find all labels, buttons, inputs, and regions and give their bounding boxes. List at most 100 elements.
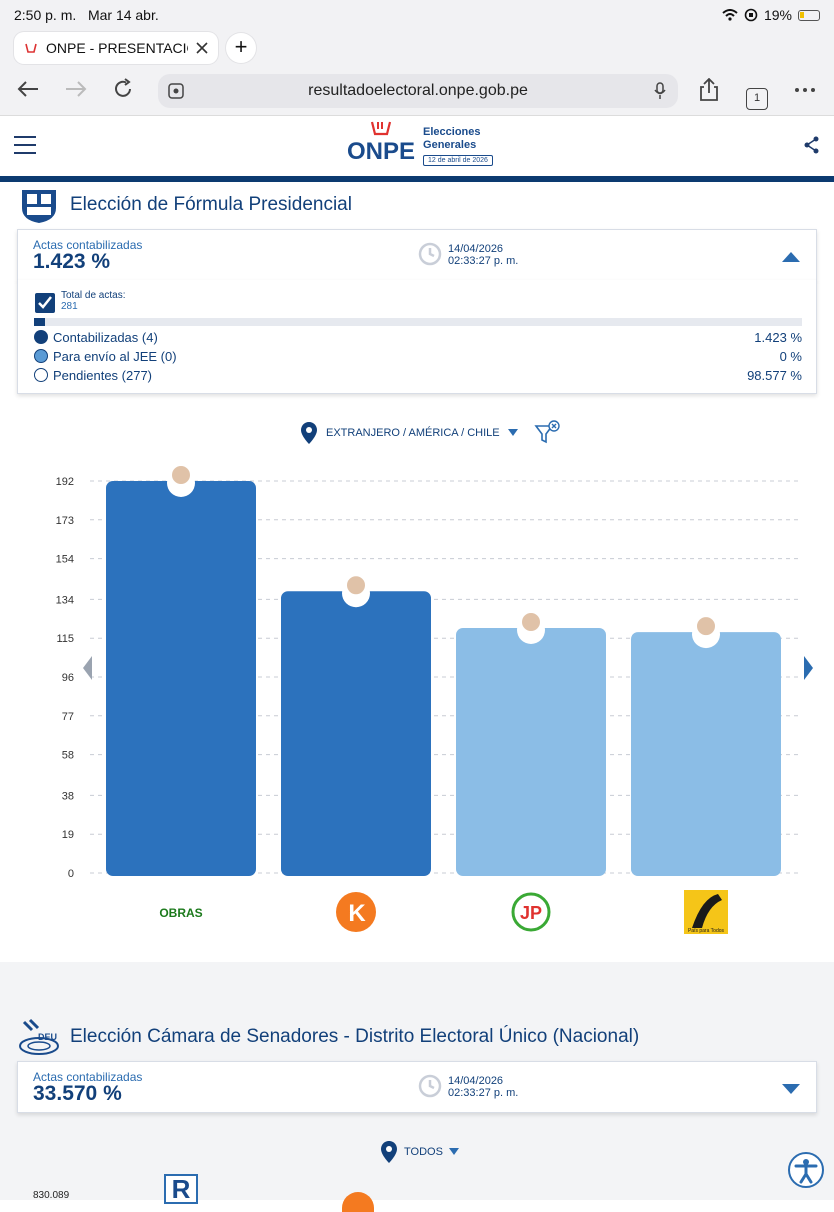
party-logo-ppt-road xyxy=(692,894,722,928)
y-tick-label: 38 xyxy=(62,790,74,802)
party-logo-k xyxy=(336,892,376,932)
microphone-icon[interactable] xyxy=(654,82,666,100)
chart-bar xyxy=(281,591,431,876)
presidential-chart: 0 19 38 58 77 96 115 134 154 173 192 OBRAS K JP País p… xyxy=(0,450,834,960)
senate-chamber-icon: DEU xyxy=(19,1018,59,1055)
tab-title: ONPE - PRESENTACIÓN xyxy=(46,40,188,56)
arrow-right-icon xyxy=(66,81,87,97)
share-icon xyxy=(804,136,819,154)
y-tick-label: 134 xyxy=(56,594,74,606)
actas-progress-fill xyxy=(34,318,45,326)
candidate-face xyxy=(520,611,542,633)
legend-dot-contabilizadas xyxy=(34,330,48,344)
senate-actas-percentage: 33.570 % xyxy=(33,1082,122,1105)
party-logo-ppt-text: País para Todos xyxy=(688,928,725,934)
senate-summary-card[interactable]: Actas contabilizadas 33.570 % 14/04/2026… xyxy=(17,1061,817,1113)
actas-label: Actas contabilizadas xyxy=(33,238,143,252)
browser-tab-bar: ONPE - PRESENTACIÓN + xyxy=(0,30,834,66)
more-dots-icon xyxy=(795,88,815,92)
browser-tab[interactable]: ONPE - PRESENTACIÓN xyxy=(14,32,218,64)
menu-hamburger-icon[interactable] xyxy=(14,136,36,160)
y-tick-label: 115 xyxy=(56,633,74,645)
party-logo-k-letter: K xyxy=(348,900,366,927)
y-tick-label: 192 xyxy=(56,476,74,488)
logo-text: ONPE xyxy=(347,138,416,165)
location-filter[interactable]: EXTRANJERO / AMÉRICA / CHILE xyxy=(300,420,562,446)
url-field[interactable]: resultadoelectoral.onpe.gob.pe xyxy=(158,74,678,108)
reload-button[interactable] xyxy=(112,78,134,107)
candidate-face xyxy=(170,464,192,486)
y-tick-label: 173 xyxy=(56,515,74,527)
senate-location-filter-text: TODOS xyxy=(404,1146,443,1158)
actas-percentage: 1.423 % xyxy=(33,250,111,273)
section-title-senate: DEU Elección Cámara de Senadores - Distr… xyxy=(18,1018,639,1056)
clock-icon xyxy=(418,1074,442,1098)
close-tab-icon[interactable] xyxy=(196,42,208,54)
senate-title: Elección Cámara de Senadores - Distrito … xyxy=(70,1026,640,1047)
legend-pendientes: Pendientes (277) 98.577 % xyxy=(34,368,802,386)
legend-dot-jee xyxy=(34,349,48,363)
senate-chart-axis-value: 830.089 xyxy=(33,1190,70,1201)
chevron-down-icon[interactable] xyxy=(782,1084,800,1094)
party-logo-obras: OBRAS xyxy=(159,906,202,920)
status-right: 19% xyxy=(722,7,820,23)
back-button[interactable] xyxy=(16,78,40,106)
location-pin-icon xyxy=(381,1141,397,1163)
y-tick-label: 19 xyxy=(62,829,74,841)
actas-progress-bar xyxy=(34,318,802,326)
url-text: resultadoelectoral.onpe.gob.pe xyxy=(308,82,528,99)
candidate-face xyxy=(695,615,717,638)
coat-of-arms-icon xyxy=(22,190,56,223)
status-time: 2:50 p. m. Mar 14 abr. xyxy=(14,7,159,23)
status-bar: 2:50 p. m. Mar 14 abr. 19% xyxy=(0,0,834,30)
party-logo-r: R xyxy=(164,1174,198,1204)
browser-toolbar: resultadoelectoral.onpe.gob.pe 1 xyxy=(0,66,834,116)
chart-bar xyxy=(106,481,256,876)
senate-update-timestamp: 14/04/2026 02:33:27 p. m. xyxy=(448,1075,519,1099)
accessibility-button[interactable] xyxy=(788,1152,824,1188)
site-header: ONPE Elecciones Generales 12 de abril de… xyxy=(0,116,834,182)
tabs-overview-button[interactable]: 1 xyxy=(746,80,768,110)
forward-button[interactable] xyxy=(64,78,88,106)
y-tick-label: 58 xyxy=(62,750,74,762)
clock-icon xyxy=(418,242,442,266)
chart-prev-arrow xyxy=(83,656,92,680)
accessibility-icon xyxy=(794,1159,818,1184)
update-timestamp: 14/04/2026 02:33:27 p. m. xyxy=(448,243,519,267)
wifi-icon xyxy=(722,9,738,21)
new-tab-button[interactable]: + xyxy=(226,33,256,63)
y-tick-label: 0 xyxy=(68,868,74,880)
chart-bar xyxy=(631,632,781,876)
battery-percent: 19% xyxy=(763,7,792,23)
share-up-icon xyxy=(700,77,718,101)
y-tick-label: 154 xyxy=(56,554,74,566)
battery-icon xyxy=(798,9,820,21)
chevron-up-icon[interactable] xyxy=(782,252,800,262)
deu-badge: DEU xyxy=(38,1032,57,1042)
senate-actas-label: Actas contabilizadas xyxy=(33,1070,143,1084)
tab-count: 1 xyxy=(746,88,768,110)
election-date: 12 de abril de 2026 xyxy=(423,155,494,166)
party-logo-jp-letters: JP xyxy=(520,903,542,923)
more-menu-button[interactable] xyxy=(794,74,816,104)
senate-location-filter[interactable]: TODOS xyxy=(380,1140,459,1164)
y-tick-label: 77 xyxy=(62,711,74,723)
ballot-hand-icon xyxy=(370,121,392,136)
arrow-left-icon xyxy=(17,81,38,97)
actas-details-panel: Total de actas: 281 Contabilizadas (4) 1… xyxy=(17,280,817,394)
total-actas: Total de actas: 281 xyxy=(61,290,125,312)
bar-chart-svg: 0 19 38 58 77 96 115 134 154 173 192 OBRAS K JP País p… xyxy=(56,464,813,934)
presidential-summary-card[interactable]: Actas contabilizadas 1.423 % 14/04/2026 … xyxy=(17,229,817,281)
elections-title: Elecciones Generales xyxy=(423,126,481,151)
share-button[interactable] xyxy=(804,136,820,159)
legend-dot-pendientes xyxy=(34,368,48,382)
chart-next-arrow xyxy=(804,656,813,680)
orientation-lock-icon xyxy=(744,8,758,22)
location-filter-text: EXTRANJERO / AMÉRICA / CHILE xyxy=(326,427,500,439)
page-settings-icon[interactable] xyxy=(168,83,184,99)
party-logo-jp xyxy=(511,892,551,932)
checkbox-tally-icon xyxy=(35,293,55,313)
y-tick-label: 96 xyxy=(62,672,74,684)
share-page-button[interactable] xyxy=(698,77,720,109)
clear-filter-icon[interactable] xyxy=(533,420,562,446)
